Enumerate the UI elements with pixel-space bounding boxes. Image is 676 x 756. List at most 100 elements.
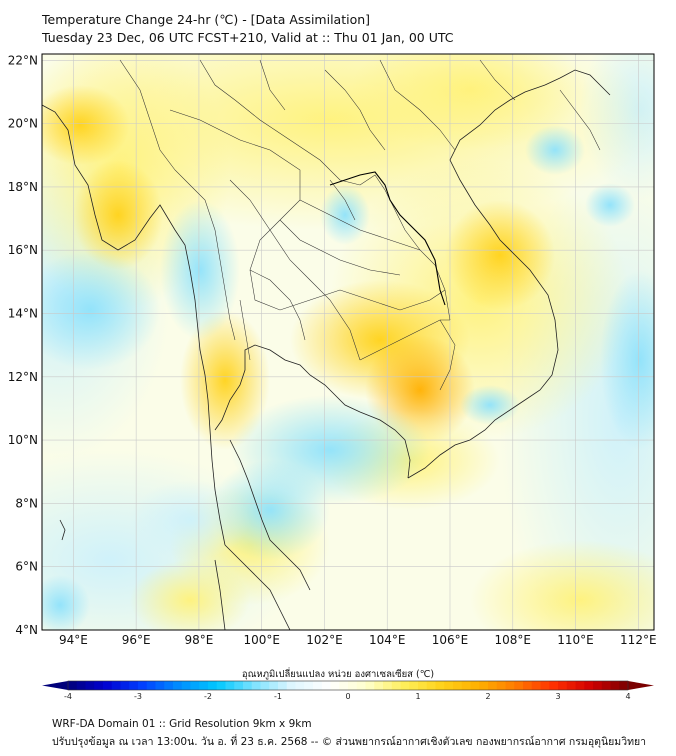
colorbar-segment	[216, 681, 226, 690]
colorbar-segment	[260, 681, 270, 690]
colorbar-segment	[531, 681, 541, 690]
colorbar-segment	[68, 681, 78, 690]
colorbar-segment	[496, 681, 506, 690]
map-subtitle: Tuesday 23 Dec, 06 UTC FCST+210, Valid a…	[42, 30, 454, 45]
colorbar-segment	[435, 681, 445, 690]
lat-label: 6°N	[15, 560, 38, 574]
lon-label: 102°E	[306, 633, 343, 647]
colorbar-segment	[601, 681, 611, 690]
colorbar-segment	[138, 681, 148, 690]
colorbar-segment	[173, 681, 183, 690]
colorbar-tick-label: -4	[64, 692, 72, 700]
lon-label: 106°E	[432, 633, 469, 647]
lat-label: 10°N	[8, 433, 38, 447]
colorbar-segment	[619, 681, 629, 690]
coastlines	[42, 69, 611, 630]
colorbar-segment	[383, 681, 393, 690]
colorbar-segment	[76, 681, 86, 690]
colorbar-outline	[67, 680, 629, 691]
colorbar-tick-label: 0	[345, 692, 350, 700]
footer-model-info: WRF-DA Domain 01 :: Grid Resolution 9km …	[52, 718, 312, 730]
colorbar-segment	[549, 681, 559, 690]
colorbar-segment	[155, 681, 165, 690]
colorbar-segment	[514, 681, 524, 690]
colorbar-segment	[313, 681, 323, 690]
colorbar-segment	[129, 681, 139, 690]
lat-label: 8°N	[15, 496, 38, 510]
colorbar-max-extend	[628, 681, 654, 690]
lon-label: 110°E	[557, 633, 594, 647]
colorbar-segment	[146, 681, 156, 690]
colorbar-segment	[356, 681, 366, 690]
colorbar-segment	[278, 681, 288, 690]
colorbar-segment	[584, 681, 594, 690]
colorbar-segment	[409, 681, 419, 690]
colorbar-segment	[470, 681, 480, 690]
colorbar-segment	[558, 681, 568, 690]
colorbar-segment	[339, 681, 349, 690]
colorbar-segment	[505, 681, 515, 690]
lat-label: 16°N	[8, 243, 38, 257]
colorbar-segment	[199, 681, 209, 690]
lat-label: 14°N	[8, 307, 38, 321]
lat-label: 4°N	[15, 623, 38, 637]
colorbar-segment	[461, 681, 471, 690]
colorbar-segment	[181, 681, 191, 690]
colorbar-segment	[348, 681, 358, 690]
colorbar-segment	[111, 681, 121, 690]
colorbar-segment	[286, 681, 296, 690]
colorbar-segment	[295, 681, 305, 690]
colorbar-segment	[208, 681, 218, 690]
colorbar-segment	[321, 681, 331, 690]
colorbar-segment	[540, 681, 550, 690]
lon-label: 112°E	[620, 633, 657, 647]
colorbar-segment	[330, 681, 340, 690]
colorbar-segment	[251, 681, 261, 690]
lon-label: 96°E	[122, 633, 151, 647]
colorbar-tick-label: -3	[134, 692, 142, 700]
country-border	[329, 171, 446, 306]
longitude-labels: 94°E 96°E 98°E 100°E 102°E 104°E 106°E 108°E 110…	[59, 633, 657, 647]
colorbar-tick-label: -2	[204, 692, 212, 700]
colorbar-tick-label: 2	[485, 692, 490, 700]
colorbar-segment	[164, 681, 174, 690]
colorbar-min-extend	[42, 681, 68, 690]
colorbar-segment	[566, 681, 576, 690]
colorbar-segment	[391, 681, 401, 690]
colorbar-segment	[304, 681, 314, 690]
colorbar-segment	[488, 681, 498, 690]
map-frame	[41, 53, 655, 631]
lat-label: 22°N	[8, 53, 38, 67]
colorbar: -4 -3 -2 -1 0 1 2 3 4	[42, 680, 654, 700]
colorbar-segment	[575, 681, 585, 690]
colorbar-tick-label: 3	[555, 692, 560, 700]
colorbar-segment	[94, 681, 104, 690]
colorbar-segment	[610, 681, 620, 690]
colorbar-tick-label: 1	[415, 692, 420, 700]
colorbar-tick-label: 4	[625, 692, 630, 700]
colorbar-segment	[479, 681, 489, 690]
latitude-labels: 22°N 20°N 18°N 16°N 14°N 12°N 10°N 8°N 6°N 4°N	[8, 53, 38, 637]
colorbar-segment	[426, 681, 436, 690]
lon-label: 108°E	[495, 633, 532, 647]
colorbar-segment	[453, 681, 463, 690]
colorbar-segment	[523, 681, 533, 690]
colorbar-segment	[85, 681, 95, 690]
colorbar-segment	[365, 681, 375, 690]
colorbar-segment	[120, 681, 130, 690]
colorbar-segment	[243, 681, 253, 690]
colorbar-tick-label: -1	[274, 692, 282, 700]
admin-borders	[119, 59, 601, 391]
lat-label: 20°N	[8, 117, 38, 131]
lon-label: 94°E	[59, 633, 88, 647]
colorbar-segment	[269, 681, 279, 690]
colorbar-segment	[444, 681, 454, 690]
colorbar-segment	[190, 681, 200, 690]
colorbar-segment	[234, 681, 244, 690]
graticule	[42, 54, 654, 630]
colorbar-segment	[593, 681, 603, 690]
colorbar-segment	[103, 681, 113, 690]
colorbar-segment	[374, 681, 384, 690]
colorbar-title: อุณหภูมิเปลี่ยนแปลง หน่วย องศาเซลเซียส (…	[241, 669, 435, 680]
colorbar-segment	[225, 681, 235, 690]
